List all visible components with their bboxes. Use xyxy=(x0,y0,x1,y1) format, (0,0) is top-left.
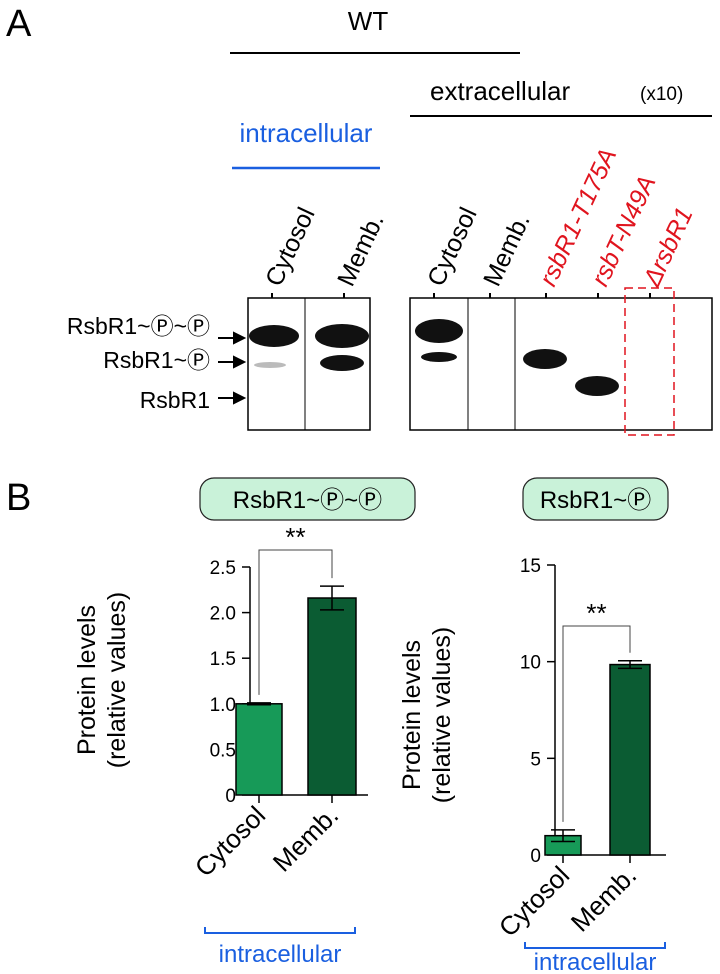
title-box xyxy=(522,477,669,521)
group-label: intracellular xyxy=(219,941,342,968)
band-label: RsbR1~Ⓟ~Ⓟ xyxy=(67,313,210,339)
intracellular-label: intracellular xyxy=(240,118,373,148)
band xyxy=(254,362,286,368)
band xyxy=(523,349,567,369)
band xyxy=(415,319,463,343)
y-axis-label: Protein levels xyxy=(73,605,101,755)
group-bracket xyxy=(524,942,666,949)
bar xyxy=(609,663,651,856)
y-tick-label: 0 xyxy=(225,786,236,807)
group-bracket xyxy=(204,927,356,934)
x-tick-label: Memb. xyxy=(565,860,642,937)
x-tick-label: Memb. xyxy=(267,800,344,877)
chart-title: RsbR1~Ⓟ~Ⓟ xyxy=(233,487,382,514)
lane-label: Memb. xyxy=(332,209,390,290)
y-tick-label: 2.0 xyxy=(210,604,236,625)
band xyxy=(315,324,369,348)
band xyxy=(249,325,299,347)
deletion-box xyxy=(624,287,675,436)
band-label: RsbR1 xyxy=(140,387,210,413)
band xyxy=(575,376,619,396)
error-bar xyxy=(618,659,642,670)
title-box xyxy=(199,477,416,521)
y-tick-label: 15 xyxy=(520,556,541,577)
lane-label: Memb. xyxy=(478,209,536,290)
lane-label: ΔrsbR1 xyxy=(638,203,699,291)
band-label: RsbR1~Ⓟ xyxy=(103,347,210,373)
band-arrows xyxy=(218,331,247,405)
chart-title: RsbR1~Ⓟ xyxy=(540,487,651,514)
y-tick-label: 0.5 xyxy=(210,740,236,761)
y-axis-label: (relative values) xyxy=(103,592,131,768)
lane-label: Cytosol xyxy=(260,203,321,290)
band xyxy=(320,355,364,371)
panel-label: A xyxy=(6,3,32,45)
lane-label: Cytosol xyxy=(422,203,483,290)
error-bar xyxy=(551,829,575,843)
error-bar xyxy=(320,585,344,611)
error-bar xyxy=(247,702,271,706)
extracellular-label: extracellular xyxy=(430,76,571,106)
wt-label: WT xyxy=(348,6,389,36)
panel-label: B xyxy=(6,477,31,519)
significance-bracket xyxy=(258,549,333,695)
group-label: intracellular xyxy=(534,949,657,974)
y-axis-label: (relative values) xyxy=(428,627,456,803)
y-tick-label: 2.5 xyxy=(210,558,236,579)
bar xyxy=(235,703,283,796)
significance-label: ** xyxy=(586,598,606,628)
significance-label: ** xyxy=(285,522,305,552)
bar xyxy=(307,597,357,796)
y-tick-label: 1.0 xyxy=(210,695,236,716)
y-tick-label: 1.5 xyxy=(210,649,236,670)
significance-bracket xyxy=(562,625,631,822)
blot-bands xyxy=(249,319,619,396)
y-tick-label: 5 xyxy=(530,749,541,770)
x-tick-label: Cytosol xyxy=(189,800,272,883)
extracellular-factor: (x10) xyxy=(640,84,683,105)
x-tick-label: Cytosol xyxy=(493,860,576,943)
y-axis-label: Protein levels xyxy=(398,640,426,790)
y-tick-label: 0 xyxy=(530,846,541,867)
band xyxy=(421,352,457,362)
y-tick-label: 10 xyxy=(520,653,541,674)
